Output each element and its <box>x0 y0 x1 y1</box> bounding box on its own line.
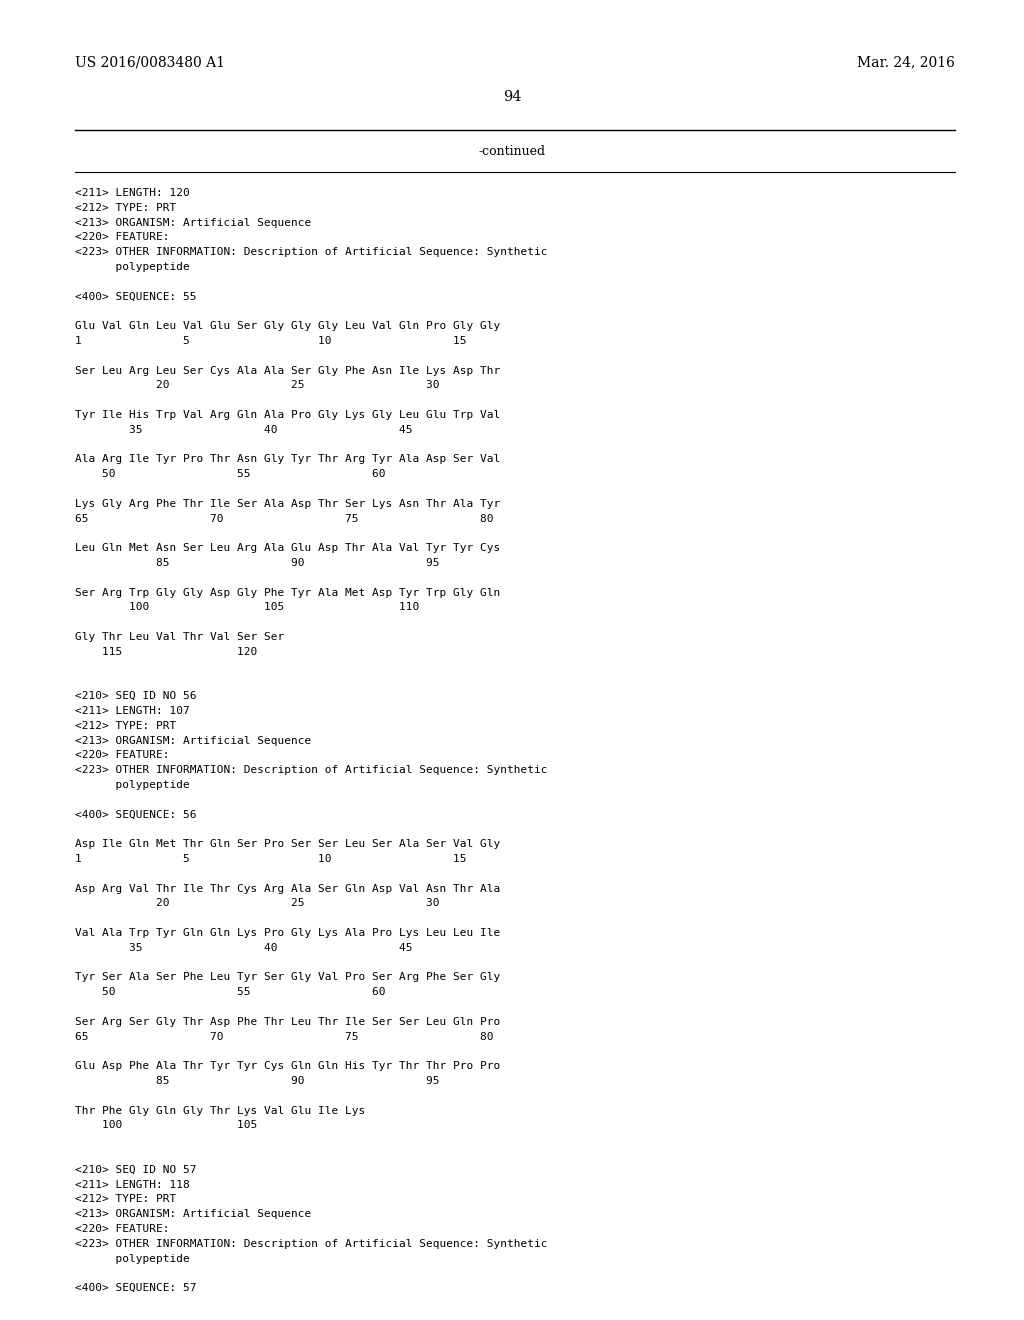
Text: -continued: -continued <box>478 145 546 158</box>
Text: <211> LENGTH: 120: <211> LENGTH: 120 <box>75 187 189 198</box>
Text: Asp Ile Gln Met Thr Gln Ser Pro Ser Ser Leu Ser Ala Ser Val Gly: Asp Ile Gln Met Thr Gln Ser Pro Ser Ser … <box>75 840 501 849</box>
Text: 65                  70                  75                  80: 65 70 75 80 <box>75 513 494 524</box>
Text: 85                  90                  95: 85 90 95 <box>75 558 439 568</box>
Text: Thr Phe Gly Gln Gly Thr Lys Val Glu Ile Lys: Thr Phe Gly Gln Gly Thr Lys Val Glu Ile … <box>75 1106 366 1115</box>
Text: 20                  25                  30: 20 25 30 <box>75 380 439 391</box>
Text: Ala Arg Ile Tyr Pro Thr Asn Gly Tyr Thr Arg Tyr Ala Asp Ser Val: Ala Arg Ile Tyr Pro Thr Asn Gly Tyr Thr … <box>75 454 501 465</box>
Text: <213> ORGANISM: Artificial Sequence: <213> ORGANISM: Artificial Sequence <box>75 218 311 227</box>
Text: <210> SEQ ID NO 57: <210> SEQ ID NO 57 <box>75 1164 197 1175</box>
Text: polypeptide: polypeptide <box>75 261 189 272</box>
Text: 20                  25                  30: 20 25 30 <box>75 899 439 908</box>
Text: 1               5                   10                  15: 1 5 10 15 <box>75 337 467 346</box>
Text: 50                  55                  60: 50 55 60 <box>75 987 385 997</box>
Text: <211> LENGTH: 107: <211> LENGTH: 107 <box>75 706 189 715</box>
Text: Ser Leu Arg Leu Ser Cys Ala Ala Ser Gly Phe Asn Ile Lys Asp Thr: Ser Leu Arg Leu Ser Cys Ala Ala Ser Gly … <box>75 366 501 376</box>
Text: 100                 105                 110: 100 105 110 <box>75 602 419 612</box>
Text: <220> FEATURE:: <220> FEATURE: <box>75 232 170 243</box>
Text: Tyr Ile His Trp Val Arg Gln Ala Pro Gly Lys Gly Leu Glu Trp Val: Tyr Ile His Trp Val Arg Gln Ala Pro Gly … <box>75 411 501 420</box>
Text: Leu Gln Met Asn Ser Leu Arg Ala Glu Asp Thr Ala Val Tyr Tyr Cys: Leu Gln Met Asn Ser Leu Arg Ala Glu Asp … <box>75 544 501 553</box>
Text: <213> ORGANISM: Artificial Sequence: <213> ORGANISM: Artificial Sequence <box>75 1209 311 1220</box>
Text: Mar. 24, 2016: Mar. 24, 2016 <box>857 55 955 69</box>
Text: Ser Arg Trp Gly Gly Asp Gly Phe Tyr Ala Met Asp Tyr Trp Gly Gln: Ser Arg Trp Gly Gly Asp Gly Phe Tyr Ala … <box>75 587 501 598</box>
Text: 94: 94 <box>503 90 521 104</box>
Text: Glu Val Gln Leu Val Glu Ser Gly Gly Gly Leu Val Gln Pro Gly Gly: Glu Val Gln Leu Val Glu Ser Gly Gly Gly … <box>75 321 501 331</box>
Text: Glu Asp Phe Ala Thr Tyr Tyr Cys Gln Gln His Tyr Thr Thr Pro Pro: Glu Asp Phe Ala Thr Tyr Tyr Cys Gln Gln … <box>75 1061 501 1072</box>
Text: <223> OTHER INFORMATION: Description of Artificial Sequence: Synthetic: <223> OTHER INFORMATION: Description of … <box>75 766 548 775</box>
Text: <220> FEATURE:: <220> FEATURE: <box>75 1224 170 1234</box>
Text: 50                  55                  60: 50 55 60 <box>75 469 385 479</box>
Text: Tyr Ser Ala Ser Phe Leu Tyr Ser Gly Val Pro Ser Arg Phe Ser Gly: Tyr Ser Ala Ser Phe Leu Tyr Ser Gly Val … <box>75 973 501 982</box>
Text: 35                  40                  45: 35 40 45 <box>75 942 413 953</box>
Text: <400> SEQUENCE: 57: <400> SEQUENCE: 57 <box>75 1283 197 1294</box>
Text: <400> SEQUENCE: 55: <400> SEQUENCE: 55 <box>75 292 197 301</box>
Text: <220> FEATURE:: <220> FEATURE: <box>75 750 170 760</box>
Text: Ser Arg Ser Gly Thr Asp Phe Thr Leu Thr Ile Ser Ser Leu Gln Pro: Ser Arg Ser Gly Thr Asp Phe Thr Leu Thr … <box>75 1016 501 1027</box>
Text: Gly Thr Leu Val Thr Val Ser Ser: Gly Thr Leu Val Thr Val Ser Ser <box>75 632 285 642</box>
Text: <400> SEQUENCE: 56: <400> SEQUENCE: 56 <box>75 809 197 820</box>
Text: <223> OTHER INFORMATION: Description of Artificial Sequence: Synthetic: <223> OTHER INFORMATION: Description of … <box>75 1238 548 1249</box>
Text: polypeptide: polypeptide <box>75 1254 189 1263</box>
Text: <212> TYPE: PRT: <212> TYPE: PRT <box>75 721 176 731</box>
Text: US 2016/0083480 A1: US 2016/0083480 A1 <box>75 55 225 69</box>
Text: <212> TYPE: PRT: <212> TYPE: PRT <box>75 1195 176 1204</box>
Text: Val Ala Trp Tyr Gln Gln Lys Pro Gly Lys Ala Pro Lys Leu Leu Ile: Val Ala Trp Tyr Gln Gln Lys Pro Gly Lys … <box>75 928 501 939</box>
Text: Lys Gly Arg Phe Thr Ile Ser Ala Asp Thr Ser Lys Asn Thr Ala Tyr: Lys Gly Arg Phe Thr Ile Ser Ala Asp Thr … <box>75 499 501 508</box>
Text: polypeptide: polypeptide <box>75 780 189 789</box>
Text: 85                  90                  95: 85 90 95 <box>75 1076 439 1086</box>
Text: <212> TYPE: PRT: <212> TYPE: PRT <box>75 203 176 213</box>
Text: 1               5                   10                  15: 1 5 10 15 <box>75 854 467 865</box>
Text: 100                 105: 100 105 <box>75 1121 257 1130</box>
Text: <210> SEQ ID NO 56: <210> SEQ ID NO 56 <box>75 692 197 701</box>
Text: <211> LENGTH: 118: <211> LENGTH: 118 <box>75 1180 189 1189</box>
Text: Asp Arg Val Thr Ile Thr Cys Arg Ala Ser Gln Asp Val Asn Thr Ala: Asp Arg Val Thr Ile Thr Cys Arg Ala Ser … <box>75 883 501 894</box>
Text: <223> OTHER INFORMATION: Description of Artificial Sequence: Synthetic: <223> OTHER INFORMATION: Description of … <box>75 247 548 257</box>
Text: 35                  40                  45: 35 40 45 <box>75 425 413 434</box>
Text: 65                  70                  75                  80: 65 70 75 80 <box>75 1032 494 1041</box>
Text: 115                 120: 115 120 <box>75 647 257 657</box>
Text: <213> ORGANISM: Artificial Sequence: <213> ORGANISM: Artificial Sequence <box>75 735 311 746</box>
